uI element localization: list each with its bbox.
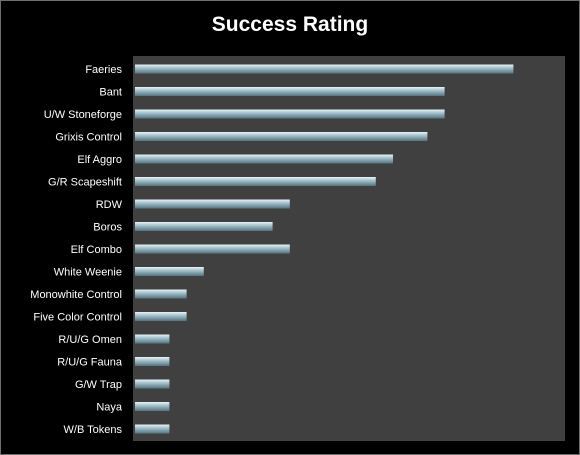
bar-white-weenie: [135, 267, 204, 276]
category-label: Boros: [93, 222, 122, 234]
bar-g-r-scapeshift: [135, 177, 376, 186]
bar-five-color-control: [135, 312, 187, 321]
category-label: Faeries: [85, 64, 122, 76]
category-label: Monowhite Control: [30, 289, 122, 301]
category-label: RDW: [96, 199, 123, 211]
category-label: R/U/G Fauna: [57, 357, 123, 369]
category-label: Elf Aggro: [77, 154, 122, 166]
category-label: G/R Scapeshift: [48, 177, 122, 189]
category-label: G/W Trap: [75, 379, 122, 391]
bar-r-u-g-omen: [135, 334, 170, 344]
bar-grixis-control: [135, 132, 428, 141]
category-label: Bant: [99, 87, 122, 99]
bar-w-b-tokens: [135, 424, 170, 434]
bar-rdw: [135, 199, 290, 209]
category-label: Naya: [96, 402, 123, 414]
bar-monowhite-control: [135, 289, 187, 299]
bar-bant: [135, 87, 445, 96]
bar-boros: [135, 222, 273, 231]
bar-elf-aggro: [135, 154, 393, 164]
category-label: Five Color Control: [33, 312, 122, 324]
bar-r-u-g-fauna: [135, 357, 170, 366]
category-label: Elf Combo: [71, 244, 122, 256]
category-label: W/B Tokens: [64, 424, 123, 436]
bar-u-w-stoneforge: [135, 109, 445, 119]
category-label: R/U/G Omen: [58, 334, 122, 346]
category-label: White Weenie: [54, 267, 122, 279]
chart-title: Success Rating: [211, 13, 369, 36]
bar-naya: [135, 402, 170, 411]
bar-g-w-trap: [135, 379, 170, 389]
bar-elf-combo: [135, 244, 290, 254]
category-label: U/W Stoneforge: [44, 109, 122, 121]
category-label: Grixis Control: [55, 132, 122, 144]
bar-faeries: [135, 64, 514, 74]
